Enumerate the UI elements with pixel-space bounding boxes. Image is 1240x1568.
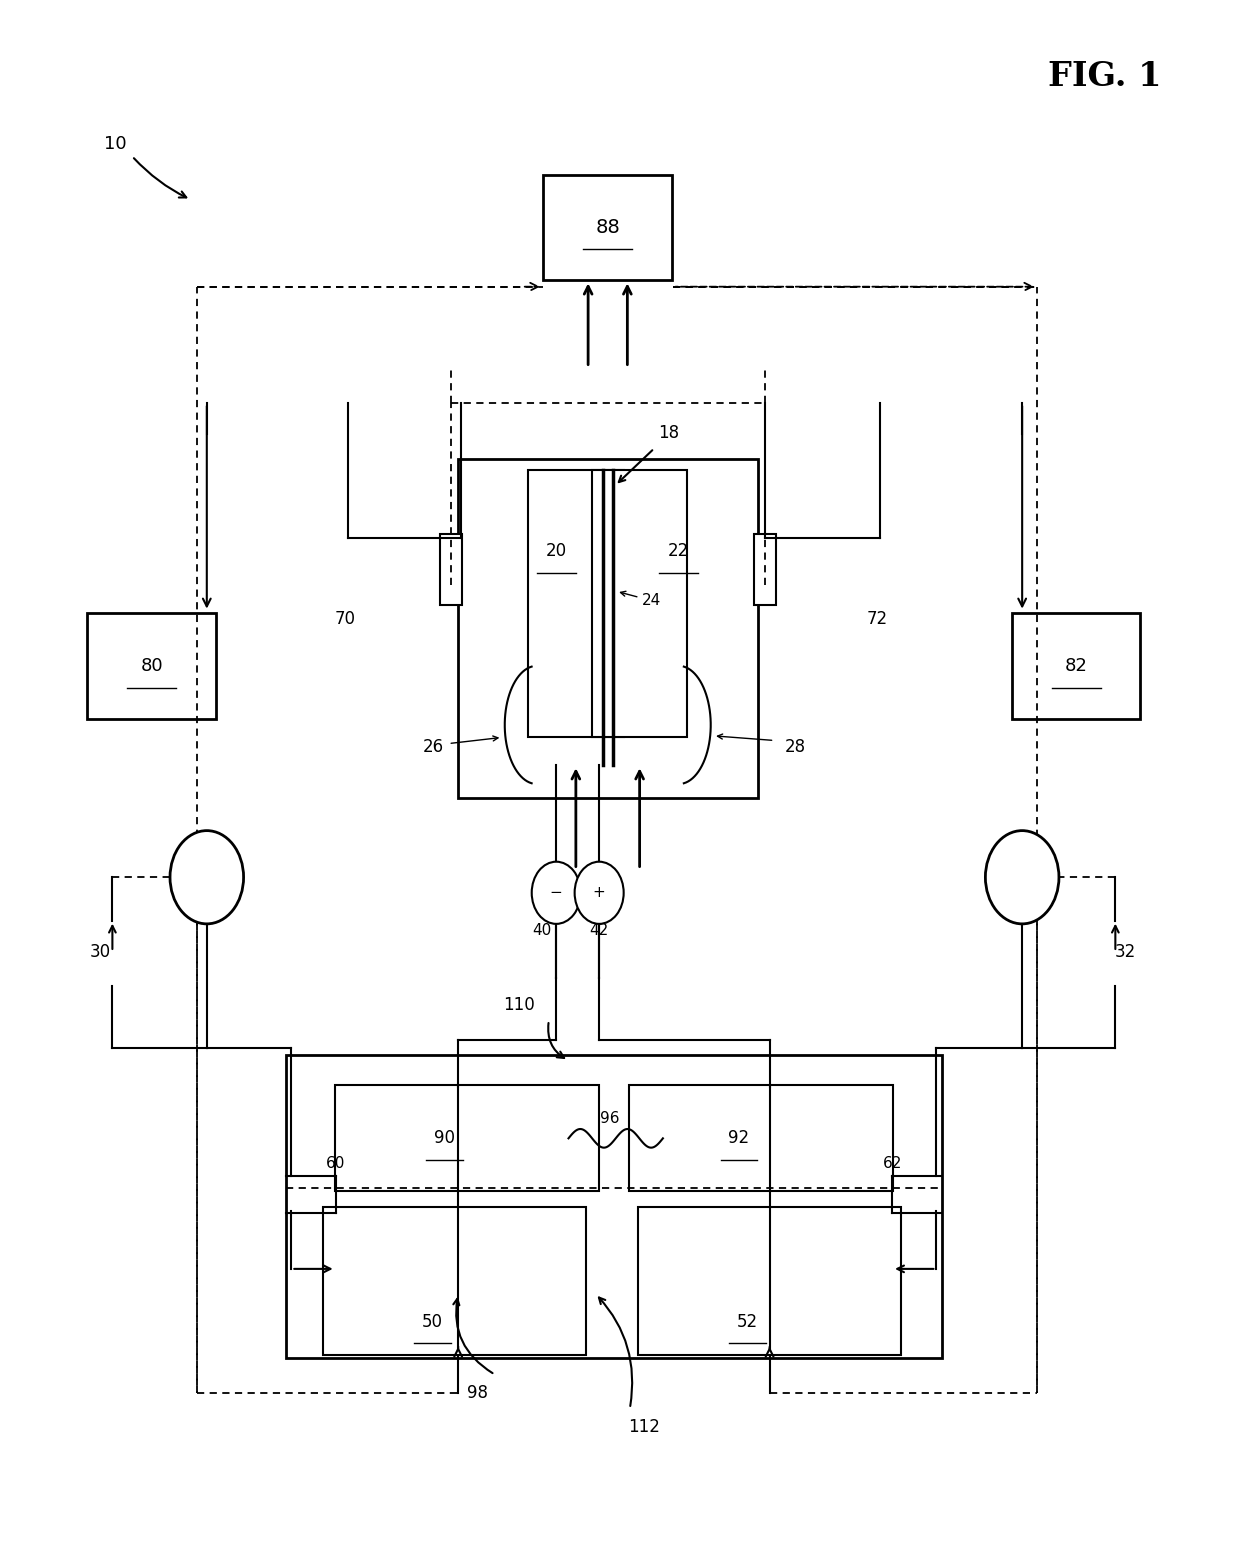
Circle shape	[986, 831, 1059, 924]
Text: 112: 112	[629, 1419, 661, 1436]
Text: 82: 82	[1065, 657, 1087, 674]
Text: 26: 26	[423, 737, 444, 756]
Text: 96: 96	[600, 1110, 620, 1126]
Text: 30: 30	[89, 942, 110, 961]
Text: −: −	[549, 886, 563, 900]
Text: 20: 20	[546, 543, 567, 560]
Text: 22: 22	[668, 543, 689, 560]
Circle shape	[574, 862, 624, 924]
FancyBboxPatch shape	[440, 533, 461, 605]
Text: 24: 24	[642, 593, 661, 608]
FancyBboxPatch shape	[458, 459, 758, 798]
Text: 52: 52	[737, 1312, 758, 1331]
FancyBboxPatch shape	[335, 1085, 599, 1192]
FancyBboxPatch shape	[591, 470, 687, 737]
Text: 90: 90	[434, 1129, 455, 1148]
Text: +: +	[593, 886, 605, 900]
Text: 10: 10	[103, 135, 126, 152]
Text: 88: 88	[595, 218, 620, 237]
FancyBboxPatch shape	[87, 613, 216, 718]
FancyBboxPatch shape	[322, 1207, 587, 1355]
Text: 72: 72	[867, 610, 888, 629]
Text: 50: 50	[422, 1312, 443, 1331]
FancyBboxPatch shape	[528, 470, 624, 737]
Text: 32: 32	[1115, 942, 1136, 961]
Text: 92: 92	[728, 1129, 749, 1148]
FancyBboxPatch shape	[543, 174, 672, 281]
Circle shape	[532, 862, 580, 924]
FancyBboxPatch shape	[637, 1207, 901, 1355]
Text: 110: 110	[503, 996, 536, 1013]
Text: 80: 80	[140, 657, 162, 674]
Text: 70: 70	[335, 610, 356, 629]
FancyBboxPatch shape	[1012, 613, 1141, 718]
FancyBboxPatch shape	[754, 533, 776, 605]
FancyBboxPatch shape	[629, 1085, 893, 1192]
Text: 42: 42	[589, 922, 609, 938]
Circle shape	[170, 831, 243, 924]
Text: 18: 18	[658, 423, 680, 442]
Text: 62: 62	[883, 1156, 901, 1171]
Text: 60: 60	[326, 1156, 345, 1171]
FancyBboxPatch shape	[286, 1055, 942, 1358]
Text: FIG. 1: FIG. 1	[1048, 61, 1161, 94]
Text: 28: 28	[784, 737, 806, 756]
Text: 98: 98	[467, 1385, 489, 1402]
Text: 40: 40	[532, 922, 551, 938]
